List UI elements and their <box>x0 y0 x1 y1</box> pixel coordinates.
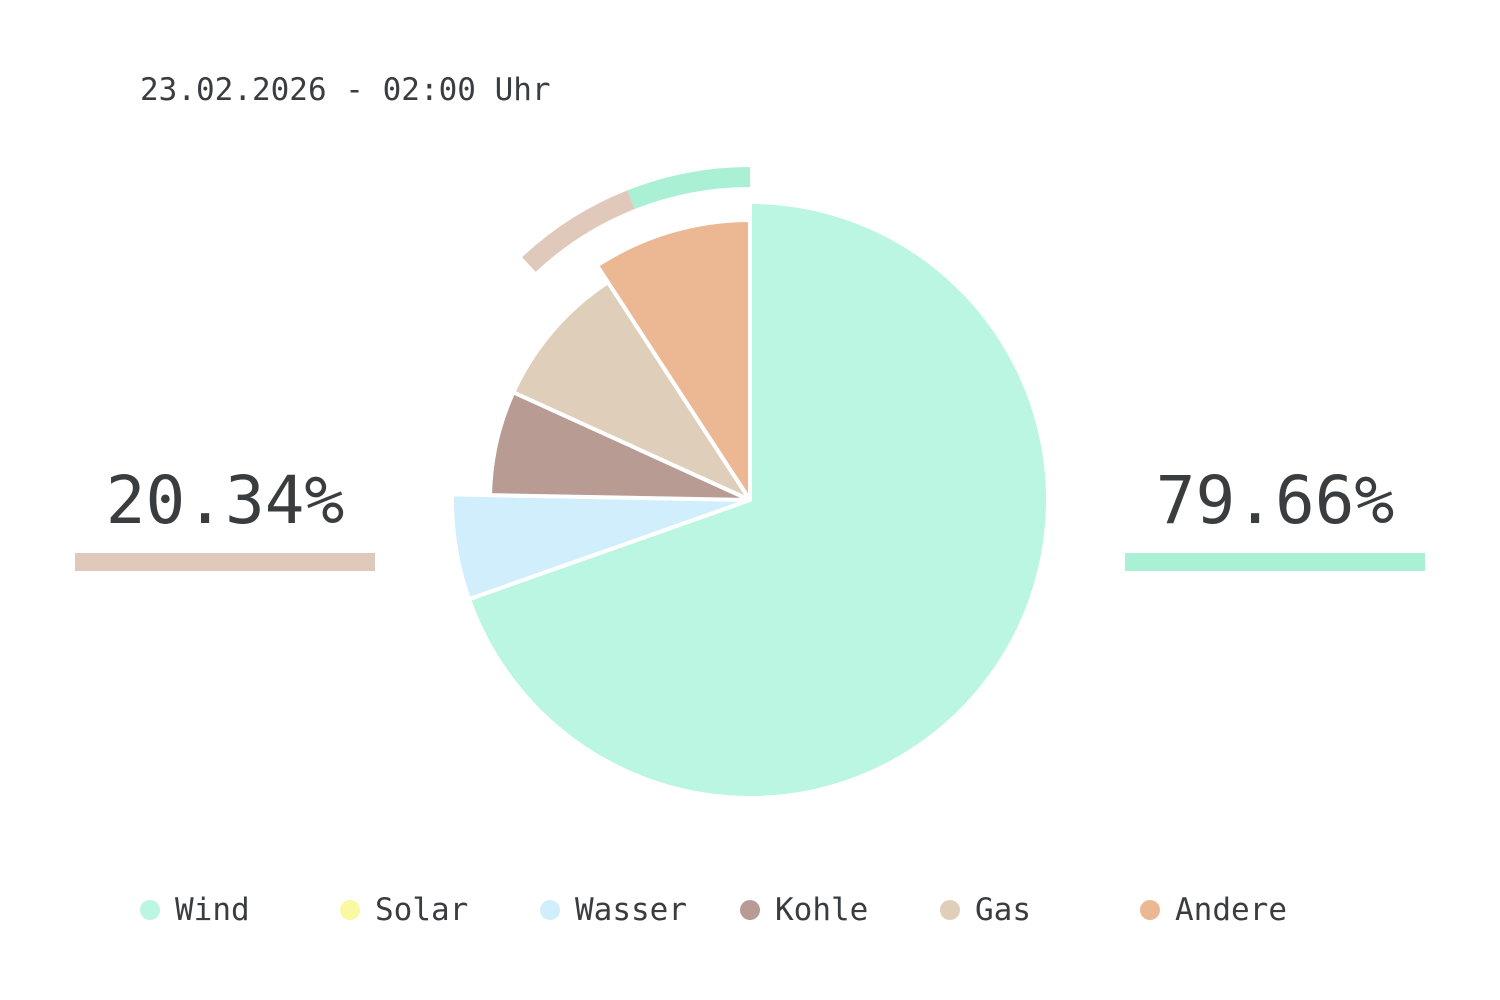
legend-dot <box>940 900 960 920</box>
legend-dot <box>140 900 160 920</box>
legend-label: Solar <box>375 892 469 928</box>
legend-item-gas: Gas <box>940 890 1031 930</box>
legend-dot <box>540 900 560 920</box>
legend-label: Kohle <box>775 892 869 928</box>
legend-dot <box>1140 900 1160 920</box>
legend-label: Andere <box>1175 892 1287 928</box>
legend: Wind Solar Wasser Kohle Gas Andere <box>0 890 1500 930</box>
legend-label: Wasser <box>575 892 687 928</box>
outer-ring-gas <box>522 190 635 272</box>
legend-item-andere: Andere <box>1140 890 1287 930</box>
legend-label: Wind <box>175 892 250 928</box>
legend-dot <box>340 900 360 920</box>
pie-slice-gas <box>511 280 752 502</box>
outer-ring-wind <box>627 167 751 210</box>
non-renewable-share-bar <box>75 553 375 571</box>
legend-label: Gas <box>975 892 1031 928</box>
timestamp: 23.02.2026 - 02:00 Uhr <box>140 72 551 108</box>
legend-item-wasser: Wasser <box>540 890 687 930</box>
pie-slice-andere <box>595 218 752 502</box>
pie-slice-wind <box>466 200 1050 800</box>
pie-slice-wasser <box>450 492 752 602</box>
legend-item-wind: Wind <box>140 890 250 930</box>
legend-item-solar: Solar <box>340 890 468 930</box>
legend-dot <box>740 900 760 920</box>
renewable-share-bar <box>1125 553 1425 571</box>
legend-item-kohle: Kohle <box>740 890 868 930</box>
renewable-share-value: 79.66% <box>1155 462 1395 539</box>
non-renewable-share-value: 20.34% <box>105 462 345 539</box>
